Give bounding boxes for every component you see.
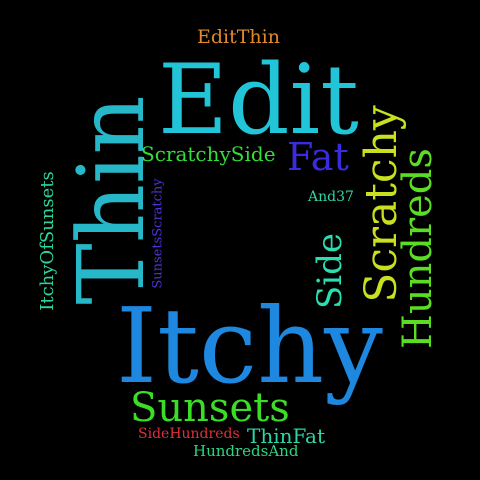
word-and37: And37 — [308, 189, 354, 205]
word-side-hundreds: SideHundreds — [138, 426, 240, 442]
word-thin-fat: ThinFat — [247, 424, 325, 448]
word-sunsets: Sunsets — [130, 385, 290, 431]
word-scratchy-side: ScratchySide — [141, 142, 276, 166]
word-hundreds: Hundreds — [395, 148, 441, 349]
word-edit: Edit — [158, 44, 359, 156]
word-thin: Thin — [58, 95, 165, 305]
word-hundreds-and: HundredsAnd — [193, 442, 299, 460]
word-fat: Fat — [287, 135, 349, 179]
word-itchy: Itchy — [116, 285, 383, 407]
word-itchy-of-sunsets: ItchyOfSunsets — [37, 171, 58, 311]
word-sunsets-scratchy: SunsetsScratchy — [150, 178, 166, 289]
word-edit-thin: EditThin — [197, 26, 280, 48]
